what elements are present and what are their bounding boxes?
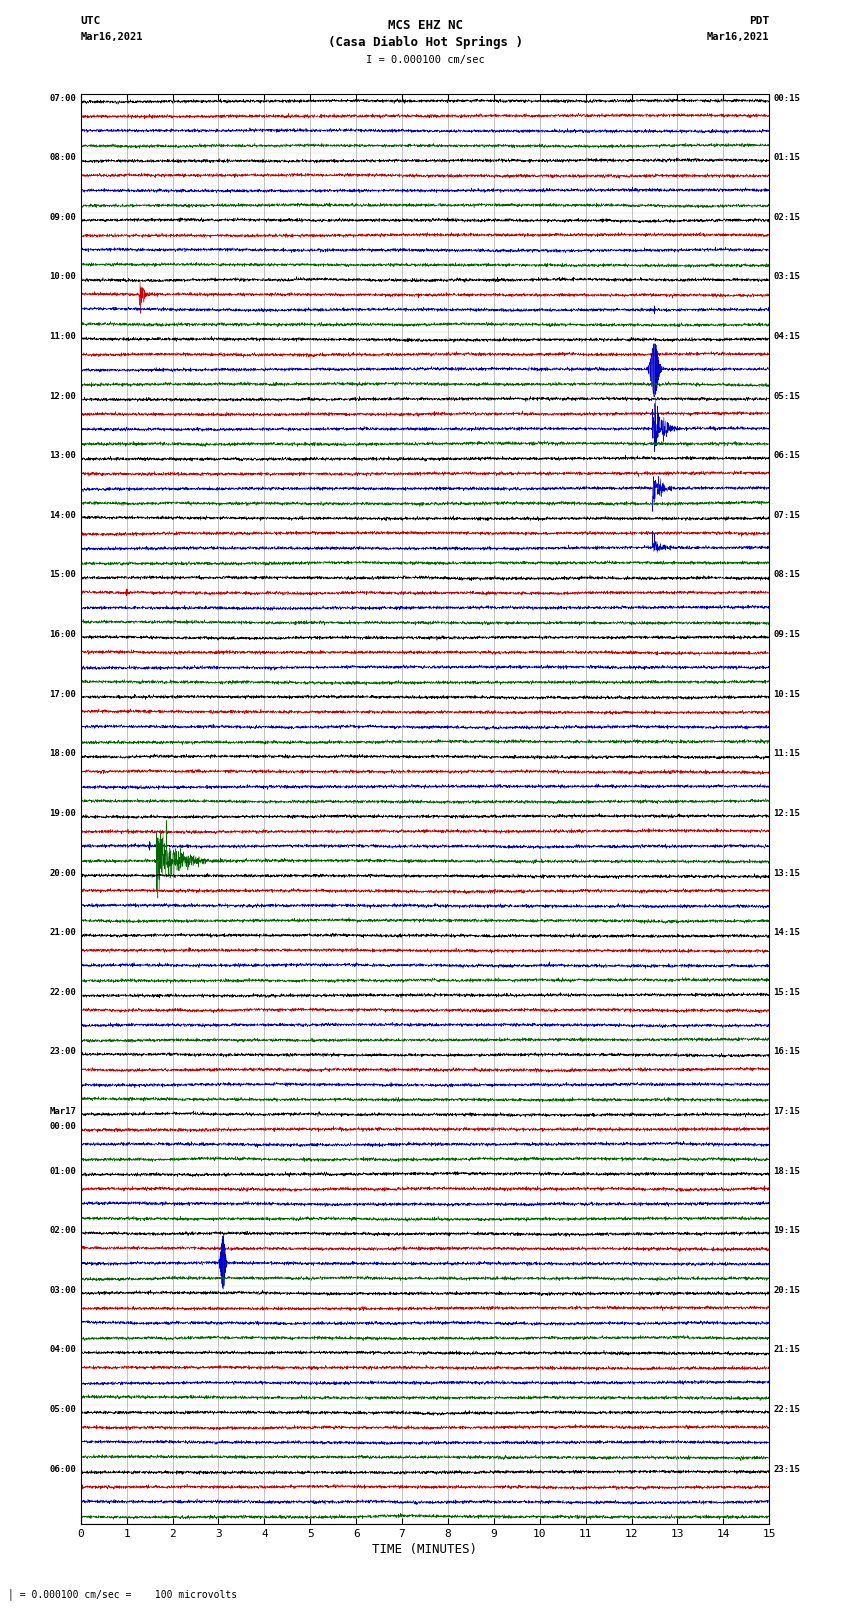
Text: PDT: PDT	[749, 16, 769, 26]
Text: 22:15: 22:15	[774, 1405, 801, 1415]
Text: UTC: UTC	[81, 16, 101, 26]
Text: 00:00: 00:00	[49, 1121, 76, 1131]
Text: 03:15: 03:15	[774, 273, 801, 281]
Text: 21:00: 21:00	[49, 927, 76, 937]
Text: 18:15: 18:15	[774, 1166, 801, 1176]
Text: 15:00: 15:00	[49, 571, 76, 579]
Text: 07:15: 07:15	[774, 511, 801, 519]
Text: 10:15: 10:15	[774, 690, 801, 698]
Text: 00:15: 00:15	[774, 94, 801, 103]
Text: (Casa Diablo Hot Springs ): (Casa Diablo Hot Springs )	[327, 35, 523, 48]
Text: 09:15: 09:15	[774, 631, 801, 639]
Text: 13:00: 13:00	[49, 452, 76, 460]
Text: 18:00: 18:00	[49, 750, 76, 758]
Text: │ = 0.000100 cm/sec =    100 microvolts: │ = 0.000100 cm/sec = 100 microvolts	[8, 1589, 238, 1600]
Text: 05:00: 05:00	[49, 1405, 76, 1415]
Text: 03:00: 03:00	[49, 1286, 76, 1295]
Text: 11:15: 11:15	[774, 750, 801, 758]
Text: 19:00: 19:00	[49, 810, 76, 818]
Text: 12:15: 12:15	[774, 810, 801, 818]
Text: 22:00: 22:00	[49, 987, 76, 997]
Text: 02:15: 02:15	[774, 213, 801, 221]
Text: 15:15: 15:15	[774, 987, 801, 997]
Text: 04:00: 04:00	[49, 1345, 76, 1355]
Text: 11:00: 11:00	[49, 332, 76, 340]
Text: I = 0.000100 cm/sec: I = 0.000100 cm/sec	[366, 55, 484, 65]
Text: Mar17: Mar17	[49, 1107, 76, 1116]
Text: 16:15: 16:15	[774, 1047, 801, 1057]
Text: 09:00: 09:00	[49, 213, 76, 221]
X-axis label: TIME (MINUTES): TIME (MINUTES)	[372, 1544, 478, 1557]
Text: 13:15: 13:15	[774, 868, 801, 877]
Text: 06:00: 06:00	[49, 1465, 76, 1474]
Text: 23:00: 23:00	[49, 1047, 76, 1057]
Text: 14:15: 14:15	[774, 927, 801, 937]
Text: 17:00: 17:00	[49, 690, 76, 698]
Text: 12:00: 12:00	[49, 392, 76, 400]
Text: Mar16,2021: Mar16,2021	[81, 32, 144, 42]
Text: MCS EHZ NC: MCS EHZ NC	[388, 19, 462, 32]
Text: 20:15: 20:15	[774, 1286, 801, 1295]
Text: 08:00: 08:00	[49, 153, 76, 163]
Text: Mar16,2021: Mar16,2021	[706, 32, 769, 42]
Text: 10:00: 10:00	[49, 273, 76, 281]
Text: 04:15: 04:15	[774, 332, 801, 340]
Text: 07:00: 07:00	[49, 94, 76, 103]
Text: 17:15: 17:15	[774, 1107, 801, 1116]
Text: 08:15: 08:15	[774, 571, 801, 579]
Text: 05:15: 05:15	[774, 392, 801, 400]
Text: 16:00: 16:00	[49, 631, 76, 639]
Text: 02:00: 02:00	[49, 1226, 76, 1236]
Text: 21:15: 21:15	[774, 1345, 801, 1355]
Text: 20:00: 20:00	[49, 868, 76, 877]
Text: 01:00: 01:00	[49, 1166, 76, 1176]
Text: 01:15: 01:15	[774, 153, 801, 163]
Text: 23:15: 23:15	[774, 1465, 801, 1474]
Text: 14:00: 14:00	[49, 511, 76, 519]
Text: 06:15: 06:15	[774, 452, 801, 460]
Text: 19:15: 19:15	[774, 1226, 801, 1236]
